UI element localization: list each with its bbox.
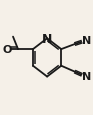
Text: O: O <box>3 44 12 54</box>
Text: N: N <box>82 72 91 81</box>
Text: N: N <box>42 33 52 45</box>
Text: N: N <box>82 36 91 46</box>
